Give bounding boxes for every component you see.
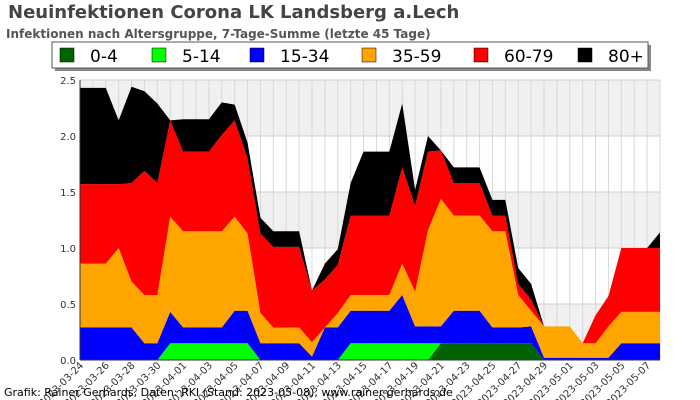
y-tick-label: 0.0 [60, 356, 76, 367]
source-credit: Grafik: Rainer Gerhards, Daten: RKI (Sta… [4, 386, 453, 399]
area-series-60-79 [80, 120, 660, 344]
area-series-5-14 [80, 343, 660, 360]
legend-swatch-5-14 [151, 47, 167, 63]
legend-label-15-34: 15-34 [280, 47, 329, 67]
y-tick-labels: 0.0 0.5 1.0 1.5 2.0 2.5 [60, 76, 76, 367]
area-series-35-59 [80, 198, 660, 358]
legend-label-60-79: 60-79 [504, 47, 553, 67]
legend-swatch-35-59 [361, 47, 377, 63]
axes [79, 80, 660, 361]
legend-swatch-80+ [577, 47, 593, 63]
chart-subtitle: Infektionen nach Altersgruppe, 7-Tage-Su… [6, 27, 431, 41]
area-series-0-4 [80, 343, 660, 360]
legend-frame [51, 41, 649, 69]
legend-swatch-0-4 [59, 47, 75, 63]
area-series-80+ [80, 86, 660, 344]
legend-swatch-60-79 [473, 47, 489, 63]
y-tick-label: 1.5 [60, 188, 76, 199]
legend-label-5-14: 5-14 [182, 47, 221, 67]
legend-label-35-59: 35-59 [392, 47, 441, 67]
legend-swatch-15-34 [249, 47, 265, 63]
y-tick-label: 0.5 [60, 300, 76, 311]
chart-title: Neuinfektionen Corona LK Landsberg a.Lec… [8, 2, 460, 23]
y-tick-label: 2.0 [60, 132, 76, 143]
area-series-15-34 [80, 295, 660, 360]
legend-label-80+: 80+ [608, 47, 644, 67]
y-tick-label: 2.5 [60, 76, 76, 87]
y-tick-label: 1.0 [60, 244, 76, 255]
stacked-areas [80, 86, 660, 360]
legend: 0-4 5-14 15-34 35-59 60-79 80+ [51, 41, 651, 71]
legend-label-0-4: 0-4 [90, 47, 118, 67]
